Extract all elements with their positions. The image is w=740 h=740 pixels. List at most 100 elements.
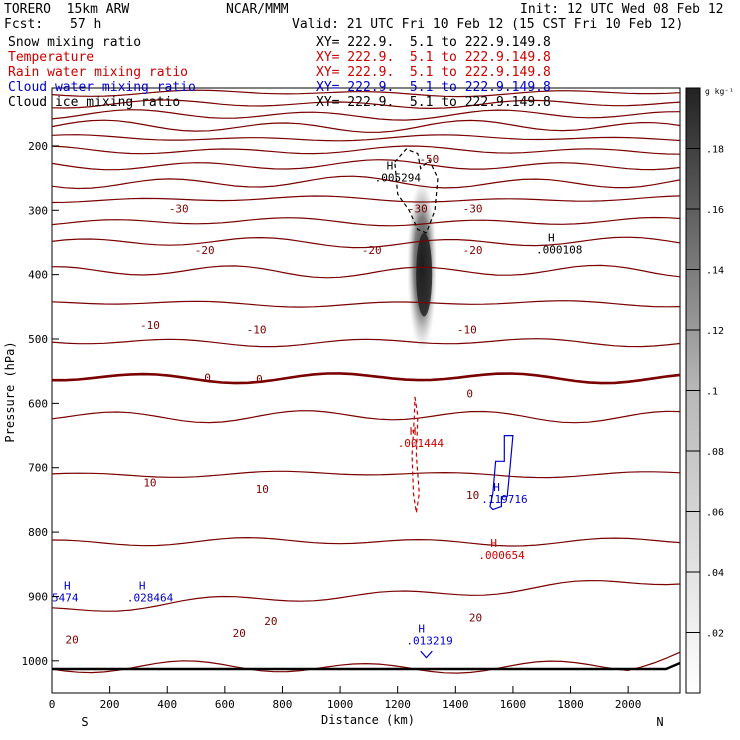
colorbar-tick-label: .16 — [706, 205, 724, 216]
temperature-contour — [51, 651, 681, 674]
y-tick-label: 1000 — [22, 655, 49, 668]
maximum-value-label: .001444 — [398, 437, 445, 450]
temperature-contour — [51, 264, 681, 279]
field-xy-snow: XY= 222.9. 5.1 to 222.9.149.8 — [316, 35, 551, 50]
temperature-label: 0 — [256, 373, 263, 386]
x-tick-label: 400 — [157, 698, 177, 711]
maximum-marker: H — [387, 159, 394, 172]
y-tick-label: 800 — [28, 526, 48, 539]
colorbar-units: g kg⁻¹ — [705, 87, 734, 96]
y-tick-label: 700 — [28, 462, 48, 475]
temperature-label: -20 — [195, 244, 215, 257]
cloud-water-contour — [489, 435, 514, 511]
temperature-label: -30 — [463, 202, 483, 215]
temperature-label: -30 — [408, 202, 428, 215]
maximum-marker: H — [64, 580, 71, 593]
hydrometeor-contours — [394, 148, 514, 659]
temperature-contour — [51, 300, 681, 308]
temperature-label: 10 — [256, 483, 269, 496]
maximum-value-label: .028464 — [127, 592, 174, 605]
temperature-contour — [51, 470, 681, 479]
x-end-label-north: N — [656, 715, 663, 729]
temperature-contour — [51, 338, 681, 348]
y-tick-label: 600 — [28, 397, 48, 410]
temperature-label: 20 — [233, 627, 246, 640]
field-name-snow: Snow mixing ratio — [8, 35, 142, 50]
temperature-label: -30 — [169, 202, 189, 215]
temperature-contours — [51, 89, 681, 674]
x-tick-label: 0 — [49, 698, 56, 711]
cloud-water-contour-small — [420, 650, 433, 659]
colorbar-tick-label: .04 — [706, 568, 724, 579]
temperature-contour — [51, 89, 681, 98]
temperature-label: -10 — [140, 319, 160, 332]
maximum-value-label: .000108 — [536, 243, 582, 256]
snow-shading-core — [416, 232, 433, 317]
field-name-cloud-water: Cloud water mixing ratio — [8, 80, 196, 95]
contour-labels: -50 -30 -30 -30 -20 -20 -20 -10 -10 -10 0 0 0 10 10 10 2… — [52, 153, 582, 648]
temperature-label: -50 — [419, 153, 439, 166]
temperature-contour — [51, 236, 681, 249]
temperature-contour — [51, 579, 681, 612]
temperature-contour — [51, 99, 681, 110]
maximum-marker: H — [493, 481, 500, 494]
x-tick-label: 1400 — [442, 698, 469, 711]
colorbar: .02 .04 .06 .08 .1 .12 .14 .16 .18 — [685, 87, 724, 694]
colorbar-tick-label: .12 — [706, 326, 724, 337]
field-xy-cloud-ice: XY= 222.9. 5.1 to 222.9.149.8 — [316, 95, 551, 110]
x-tick-label: 600 — [215, 698, 235, 711]
field-name-rain: Rain water mixing ratio — [8, 65, 189, 80]
temperature-label: 10 — [466, 489, 479, 502]
temperature-contour — [51, 109, 681, 121]
header-fcst-label: Fcst: — [4, 17, 44, 32]
temperature-label: 0 — [466, 388, 473, 401]
plot-frame — [51, 87, 681, 694]
maximum-marker: H — [548, 231, 555, 244]
y-tick-label: 300 — [28, 204, 48, 217]
maximum-marker: H — [490, 537, 497, 550]
temperature-label: 20 — [469, 612, 482, 625]
x-tick-label: 1000 — [327, 698, 354, 711]
field-name-temperature: Temperature — [8, 50, 95, 65]
temperature-label: 20 — [264, 615, 277, 628]
header-valid: Valid: 21 UTC Fri 10 Feb 12 (15 CST Fri … — [292, 17, 684, 32]
x-axis-label: Distance (km) — [321, 713, 415, 727]
field-xy-rain: XY= 222.9. 5.1 to 222.9.149.8 — [316, 65, 551, 80]
maximum-value-label: .005294 — [375, 171, 422, 184]
field-xy-cloud-water: XY= 222.9. 5.1 to 222.9.149.8 — [316, 80, 551, 95]
x-tick-label: 1600 — [500, 698, 527, 711]
colorbar-tick-label: .18 — [706, 145, 724, 156]
maximum-marker: H — [139, 580, 146, 593]
maximum-value-label: .119716 — [481, 493, 527, 506]
header-org: NCAR/MMM — [226, 2, 289, 17]
temperature-contour — [51, 145, 681, 155]
temperature-label: -20 — [463, 244, 483, 257]
temperature-contour — [51, 159, 681, 171]
header-init: Init: 12 UTC Wed 08 Feb 12 — [520, 2, 724, 17]
field-name-cloud-ice: Cloud ice mixing ratio — [8, 95, 181, 110]
field-xy-temperature: XY= 222.9. 5.1 to 222.9.149.8 — [316, 50, 551, 65]
temperature-contour — [51, 216, 681, 227]
x-tick-label: 1200 — [384, 698, 411, 711]
maximum-marker: H — [418, 623, 425, 636]
x-tick-label: 1800 — [557, 698, 584, 711]
temperature-label: -10 — [457, 323, 477, 336]
maximum-value-label: 5474 — [52, 592, 79, 605]
header-model: TORERO 15km ARW — [4, 2, 130, 17]
snow-mixing-ratio-shading — [407, 178, 438, 352]
temperature-contour — [51, 536, 681, 547]
colorbar-tick-label: .08 — [706, 447, 724, 458]
y-tick-label: 200 — [28, 140, 48, 153]
y-tick-label: 500 — [28, 333, 48, 346]
x-end-label-south: S — [81, 715, 88, 729]
maximum-marker: H — [410, 425, 417, 438]
temperature-label: 10 — [143, 477, 156, 490]
temperature-label: -10 — [247, 323, 267, 336]
colorbar-tick-label: .06 — [706, 508, 724, 519]
temperature-contour — [51, 134, 681, 142]
temperature-contour — [51, 410, 681, 424]
x-tick-label: 200 — [100, 698, 120, 711]
maximum-value-label: .000654 — [478, 549, 525, 562]
